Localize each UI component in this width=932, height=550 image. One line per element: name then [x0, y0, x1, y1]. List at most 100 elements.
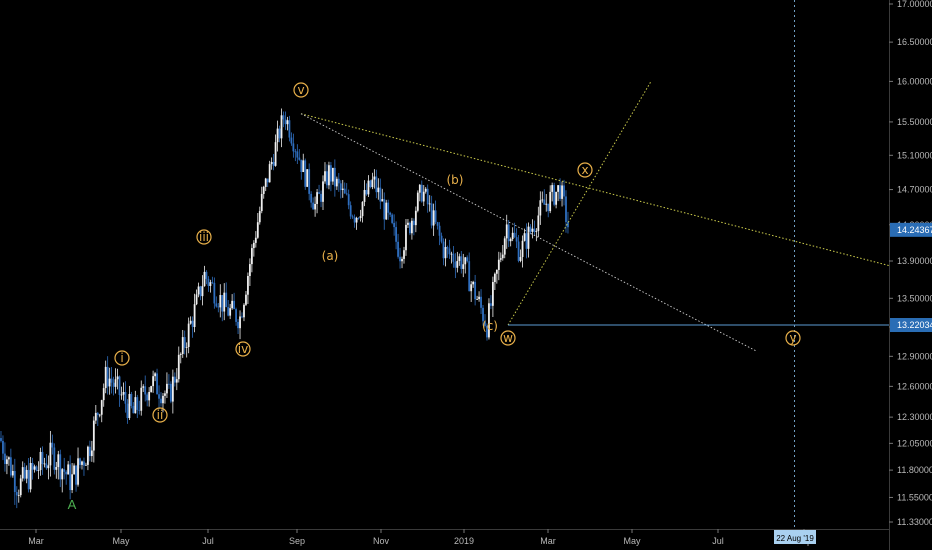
candle-body	[464, 257, 467, 265]
candle-body	[446, 247, 449, 249]
candle-body	[146, 394, 149, 401]
candle-body	[6, 459, 8, 464]
candle-body	[434, 210, 437, 223]
candle-body	[175, 379, 178, 383]
candle-body	[233, 300, 236, 310]
candle-body	[61, 469, 64, 480]
candle-body	[432, 210, 435, 226]
candle-body	[144, 386, 147, 395]
price-label-box	[890, 318, 932, 333]
x-tick-label: Mar	[540, 536, 556, 546]
candle-body	[0, 438, 2, 441]
candle-body	[531, 228, 534, 232]
candle-body	[179, 353, 182, 355]
candle-body	[260, 193, 263, 212]
candle-body	[197, 286, 200, 295]
candle-body	[567, 222, 569, 228]
candle-body	[430, 203, 433, 226]
candle-body	[373, 176, 376, 180]
candle-body	[126, 403, 129, 419]
candle-body	[314, 203, 317, 210]
candle-body	[154, 373, 156, 377]
candle-body	[369, 180, 372, 188]
candle-body	[160, 398, 162, 404]
wave-ii-circle	[152, 407, 168, 423]
candle-body	[377, 187, 380, 193]
y-tick-label: 16.50000	[897, 37, 932, 47]
candle-body	[225, 292, 228, 308]
candle-body	[164, 393, 166, 396]
wave-y-label: y	[789, 331, 796, 345]
candle-body	[399, 256, 401, 262]
price-label-text: 14.24367	[897, 225, 932, 235]
candle-body	[460, 256, 463, 269]
candle-body	[191, 320, 194, 328]
candle-body	[436, 222, 439, 226]
candle-body	[480, 296, 482, 308]
candle-body	[2, 440, 4, 454]
candle-body	[37, 470, 40, 471]
candle-body	[284, 119, 287, 125]
y-tick-label: 15.10000	[897, 150, 932, 160]
candle-body	[324, 171, 326, 182]
channel-line	[507, 81, 652, 326]
wave-ii-label: ii	[157, 408, 164, 422]
candle-body	[207, 278, 210, 286]
candle-body	[282, 115, 285, 120]
candle-body	[223, 292, 226, 312]
candle-body	[545, 203, 548, 205]
price-axis[interactable]: 17.00000 16.50000 16.00000 15.50000 15.10000…	[889, 0, 932, 550]
candle-body	[63, 469, 66, 472]
candle-body	[272, 161, 275, 166]
candle-body	[241, 316, 243, 318]
candle-body	[555, 191, 558, 205]
candle-body	[448, 248, 451, 255]
candle-body	[472, 281, 475, 285]
candle-body	[341, 188, 344, 191]
candle-body	[442, 241, 445, 259]
candle-body	[124, 391, 127, 404]
candle-body	[426, 188, 429, 205]
candle-body	[104, 366, 107, 389]
candle-body	[322, 181, 324, 202]
candle-body	[215, 303, 218, 307]
candle-body	[391, 214, 394, 223]
candle-body	[363, 189, 366, 202]
candle-body	[539, 200, 542, 216]
wave-c-label: (c)	[482, 319, 498, 333]
candle-body	[237, 321, 239, 329]
candle-body	[525, 233, 528, 249]
candle-body	[300, 159, 303, 172]
candle-body	[173, 376, 176, 383]
candle-body	[416, 192, 419, 211]
candle-body	[422, 191, 425, 202]
wave-i-label: i	[120, 351, 123, 365]
candle-body	[268, 164, 271, 183]
candle-body	[304, 160, 307, 187]
y-tick-label: 16.00000	[897, 76, 932, 86]
candle-body	[258, 211, 261, 223]
candle-body	[347, 194, 350, 206]
time-axis[interactable]: MarMayJulSepNov2019MarMayJulSep22 Aug '1…	[0, 529, 889, 546]
candle-body	[23, 467, 26, 479]
crosshair-date-label: 22 Aug '19	[776, 534, 814, 543]
candle-body	[185, 346, 188, 348]
candle-body	[136, 397, 139, 410]
candle-body	[213, 282, 216, 304]
candle-body	[292, 143, 295, 152]
candle-body	[505, 224, 508, 239]
candle-body	[488, 303, 490, 338]
x-tick-label: Sep	[289, 536, 305, 546]
candle-body	[456, 260, 459, 268]
candle-body	[254, 237, 257, 243]
candle-body	[247, 276, 249, 295]
y-tick-label: 13.90000	[897, 256, 932, 266]
candle-body	[35, 466, 38, 471]
wave-v-circle	[293, 82, 309, 98]
candle-body	[549, 191, 552, 212]
candle-body	[69, 464, 72, 491]
candle-body	[166, 383, 168, 394]
candle-body	[156, 373, 158, 395]
